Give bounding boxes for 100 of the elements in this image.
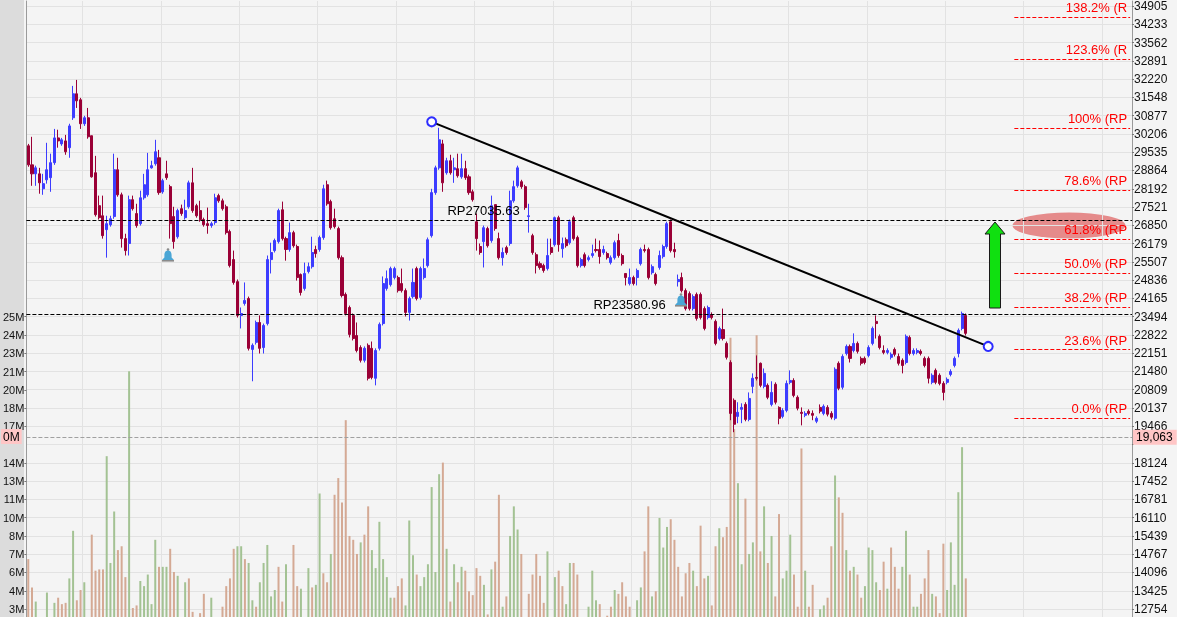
candlestick bbox=[961, 311, 964, 331]
ref-line-label: 123.6% (R bbox=[1065, 42, 1128, 58]
candlestick bbox=[247, 296, 250, 352]
y-tick-label: 27521 bbox=[1134, 200, 1168, 215]
candlestick bbox=[613, 240, 616, 261]
candlestick bbox=[632, 275, 635, 286]
candlestick bbox=[60, 137, 63, 147]
y-tick-label: 20809 bbox=[1134, 382, 1168, 397]
candlestick bbox=[389, 266, 392, 288]
candlestick bbox=[553, 216, 556, 248]
candlestick bbox=[770, 380, 773, 407]
y-tick-label: 16110 bbox=[1134, 510, 1167, 525]
candlestick bbox=[688, 290, 691, 311]
candlestick bbox=[602, 245, 605, 256]
candlestick bbox=[714, 318, 717, 346]
candlestick bbox=[374, 347, 377, 386]
y-tick-label: 17452 bbox=[1134, 474, 1168, 489]
y-tick-label: 34905 bbox=[1134, 0, 1168, 13]
candlestick bbox=[101, 195, 104, 240]
candlestick bbox=[725, 341, 728, 360]
candlestick bbox=[636, 268, 639, 286]
candlestick bbox=[561, 237, 564, 259]
y-tick-label: 23494 bbox=[1134, 309, 1168, 324]
candlestick bbox=[867, 344, 870, 358]
y-tick-label: 30877 bbox=[1134, 108, 1168, 123]
candlestick bbox=[778, 405, 781, 425]
y2-tick-label: 8M bbox=[9, 529, 25, 542]
candlestick bbox=[535, 252, 538, 274]
candlestick bbox=[531, 233, 534, 256]
candlestick bbox=[863, 356, 866, 365]
candlestick bbox=[751, 372, 754, 394]
candlestick bbox=[426, 237, 429, 268]
candlestick bbox=[822, 403, 825, 416]
y-tick-label: 24836 bbox=[1134, 273, 1168, 288]
candlestick bbox=[460, 153, 463, 180]
candlestick bbox=[710, 311, 713, 320]
candlestick bbox=[146, 152, 149, 198]
candlestick bbox=[243, 281, 246, 307]
candlestick bbox=[38, 167, 41, 195]
candlestick bbox=[841, 353, 844, 390]
candlestick bbox=[57, 129, 60, 149]
y-tick-label: 24165 bbox=[1134, 291, 1168, 306]
ref-line-label: 19,063 bbox=[1136, 430, 1174, 445]
candlestick bbox=[740, 402, 743, 424]
candlestick bbox=[796, 394, 799, 411]
y2-tick-label: 7M bbox=[9, 548, 25, 561]
y-tick-label: 20137 bbox=[1134, 401, 1168, 416]
candlestick bbox=[957, 327, 960, 358]
candlestick bbox=[916, 347, 919, 355]
ref-line-label: 0.0% (RP bbox=[1071, 401, 1128, 417]
y-tick-label: 22822 bbox=[1134, 327, 1168, 342]
candlestick bbox=[128, 195, 131, 256]
candlestick bbox=[587, 255, 590, 262]
candlestick bbox=[624, 272, 627, 286]
y2-tick-label: 23M bbox=[2, 347, 25, 360]
candlestick bbox=[901, 357, 904, 374]
candlestick bbox=[766, 382, 769, 400]
candlestick bbox=[591, 244, 594, 259]
candlestick bbox=[475, 213, 478, 252]
y-tick-label: 13425 bbox=[1134, 583, 1168, 598]
candlestick bbox=[258, 314, 261, 355]
candlestick bbox=[912, 347, 915, 356]
candlestick bbox=[651, 263, 654, 276]
candlestick bbox=[736, 401, 739, 424]
candlestick bbox=[568, 219, 571, 246]
y2-tick-label: 3M bbox=[9, 603, 25, 616]
candlestick bbox=[161, 178, 164, 195]
candlestick bbox=[856, 341, 859, 355]
y2-tick-label: 6M bbox=[9, 566, 25, 579]
candlestick bbox=[860, 356, 863, 366]
candlestick bbox=[157, 149, 161, 196]
candlestick bbox=[191, 167, 194, 214]
candlestick bbox=[819, 403, 822, 414]
candlestick bbox=[165, 160, 168, 181]
candlestick bbox=[441, 139, 444, 193]
ref-line-label: 78.6% (RP bbox=[1064, 172, 1128, 188]
candlestick bbox=[542, 263, 545, 274]
candlestick bbox=[262, 323, 265, 355]
candlestick bbox=[288, 222, 291, 253]
candlestick bbox=[83, 115, 86, 127]
y2-tick-label: 24M bbox=[2, 329, 25, 341]
y-tick-label: 14767 bbox=[1134, 547, 1168, 562]
candlestick bbox=[456, 153, 459, 179]
candlestick bbox=[72, 85, 75, 121]
candlestick bbox=[135, 203, 138, 229]
candlestick bbox=[199, 200, 202, 223]
candlestick bbox=[721, 308, 725, 341]
candlestick bbox=[792, 377, 795, 398]
ref-line-label: 38.2% (RP bbox=[1064, 290, 1128, 306]
y-tick-label: 15439 bbox=[1134, 528, 1168, 543]
candlestick bbox=[908, 335, 911, 356]
candlestick bbox=[774, 381, 777, 405]
candlestick bbox=[875, 314, 878, 340]
candlestick bbox=[905, 333, 908, 365]
candlestick bbox=[453, 157, 456, 184]
y-tick-label: 25507 bbox=[1134, 254, 1168, 269]
candlestick bbox=[953, 356, 956, 368]
y2-tick-label: 14M bbox=[2, 456, 25, 469]
candlestick bbox=[206, 207, 209, 235]
y-tick-label: 31548 bbox=[1134, 90, 1168, 105]
